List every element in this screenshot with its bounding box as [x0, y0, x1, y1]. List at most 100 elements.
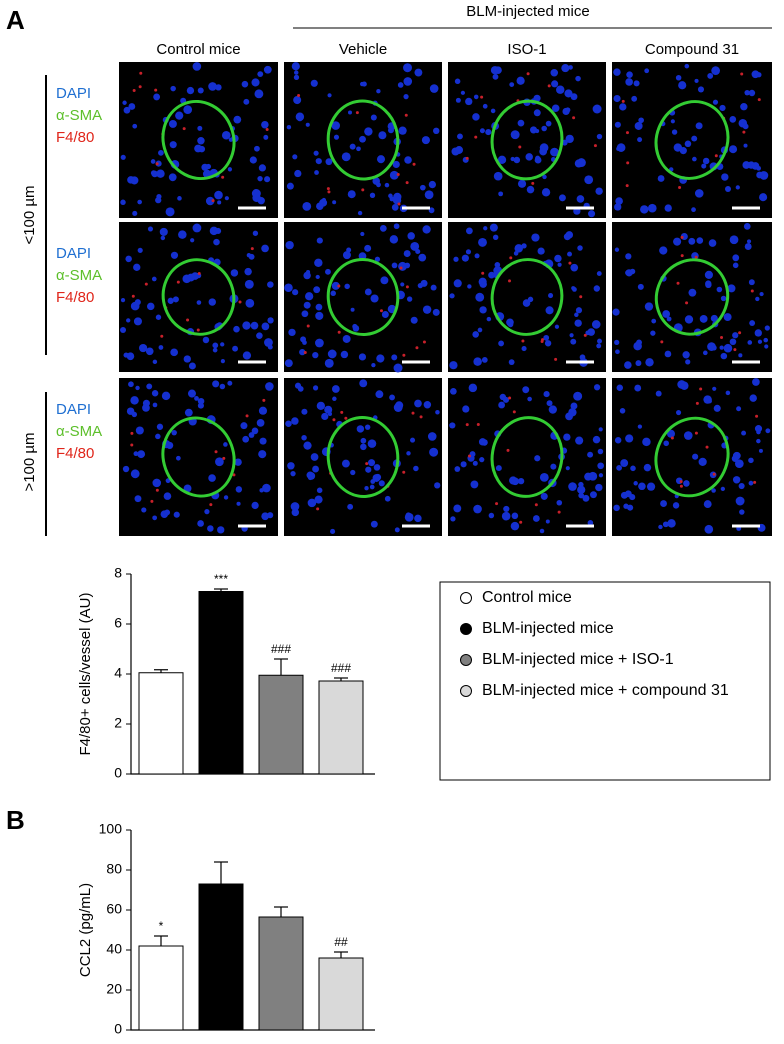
nucleus [584, 175, 594, 185]
nucleus [196, 300, 202, 305]
nucleus [465, 249, 472, 255]
nucleus [392, 160, 400, 169]
nucleus [454, 466, 461, 472]
macrophage [130, 443, 134, 447]
nucleus [457, 133, 463, 140]
nucleus [356, 425, 365, 433]
nucleus [300, 336, 307, 343]
nucleus [710, 314, 718, 322]
nucleus [228, 137, 233, 142]
legend-box [439, 581, 771, 781]
nucleus [378, 480, 385, 487]
nucleus [397, 82, 404, 88]
nucleus [251, 501, 259, 510]
nucleus [702, 350, 708, 356]
macrophage [480, 95, 484, 99]
nucleus [546, 400, 553, 407]
size-label: <100 µm [21, 185, 38, 244]
nucleus [315, 303, 323, 311]
nucleus [727, 284, 736, 293]
macrophage [337, 284, 341, 288]
nucleus [625, 270, 630, 276]
column-header: Vehicle [339, 41, 387, 58]
nucleus [364, 486, 369, 491]
legend-label: BLM-injected mice + compound 31 [482, 682, 729, 699]
nucleus [479, 306, 487, 314]
nucleus [670, 119, 675, 124]
nucleus [533, 94, 541, 102]
nucleus [151, 389, 159, 397]
nucleus [175, 455, 181, 461]
nucleus [588, 210, 596, 218]
nucleus [449, 422, 456, 429]
nucleus [170, 85, 176, 92]
nucleus [315, 274, 320, 280]
nucleus [348, 110, 353, 115]
nucleus [302, 202, 312, 211]
nucleus [450, 387, 457, 395]
nucleus [340, 350, 349, 359]
nucleus [391, 354, 398, 361]
bar [138, 945, 184, 1031]
nucleus [428, 207, 435, 214]
nucleus [589, 491, 597, 499]
nucleus [748, 279, 755, 286]
nucleus [305, 122, 310, 127]
y-axis-label: F4/80+ cells/vessel (AU) [77, 593, 94, 756]
nucleus [122, 100, 127, 105]
nucleus [563, 433, 571, 441]
nucleus [461, 254, 469, 262]
nucleus [472, 331, 480, 338]
nucleus [576, 195, 585, 203]
nucleus [732, 332, 739, 339]
y-tick-label: 80 [106, 861, 122, 877]
vessel [161, 99, 236, 181]
nucleus [205, 163, 212, 170]
bar [258, 674, 304, 775]
nucleus [673, 237, 682, 246]
nucleus [265, 382, 274, 391]
nucleus [704, 270, 713, 279]
nucleus [593, 384, 601, 391]
nucleus [744, 243, 752, 251]
nucleus [376, 354, 385, 363]
nucleus [258, 406, 268, 415]
macrophage [337, 330, 341, 334]
nucleus [431, 448, 437, 455]
macrophage [679, 480, 683, 484]
nucleus [327, 93, 332, 98]
y-tick-label: 0 [114, 765, 122, 781]
nucleus [510, 521, 520, 531]
nucleus [510, 156, 515, 162]
nucleus [321, 197, 327, 203]
nucleus [479, 280, 487, 288]
nucleus [131, 411, 138, 418]
nucleus [691, 135, 698, 142]
nucleus [267, 317, 274, 324]
nucleus [364, 424, 371, 430]
nucleus [178, 230, 187, 239]
nucleus [257, 71, 264, 78]
nucleus [213, 238, 220, 246]
nucleus [522, 299, 531, 307]
nucleus [619, 408, 626, 414]
nucleus [663, 440, 669, 447]
macrophage [680, 235, 684, 239]
nucleus [473, 357, 482, 366]
nucleus [725, 390, 731, 396]
nucleus [575, 75, 581, 82]
macrophage [685, 301, 689, 305]
nucleus [734, 459, 744, 469]
nucleus [486, 316, 492, 322]
nucleus [130, 396, 139, 405]
nucleus [310, 79, 318, 87]
macrophage [678, 185, 682, 189]
nucleus [614, 436, 622, 444]
macrophage [583, 333, 587, 337]
nucleus [301, 408, 308, 415]
nucleus [531, 233, 540, 242]
nucleus [434, 482, 441, 489]
nucleus [171, 429, 177, 436]
nucleus [242, 351, 252, 360]
nucleus [577, 245, 583, 251]
